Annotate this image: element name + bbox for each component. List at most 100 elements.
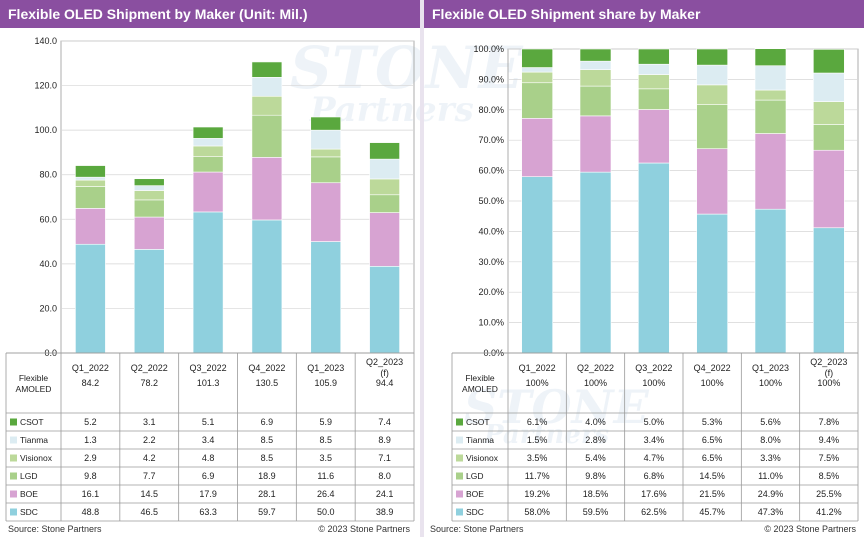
data-label-tianma: 8.0% [760, 435, 781, 445]
bar-csot [813, 49, 845, 74]
legend-label-sdc: SDC [20, 507, 38, 517]
bar-tianma [369, 158, 400, 180]
total-row-value: 78.2 [140, 378, 158, 388]
legend-swatch-csot [10, 418, 17, 426]
data-label-csot: 5.9 [319, 417, 332, 427]
data-label-csot: 6.1% [527, 417, 548, 427]
legend-label-lgd: LGD [466, 471, 483, 481]
legend-swatch-tianma [10, 436, 17, 444]
x-category-label: Q2_2023 [366, 357, 403, 367]
shipment-volume-panel: Flexible OLED Shipment by Maker (Unit: M… [0, 0, 523, 537]
legend-swatch-sdc [10, 508, 17, 516]
total-row-value: 130.5 [256, 378, 279, 388]
total-row-value: 100% [584, 378, 607, 388]
legend-swatch-lgd [456, 472, 463, 480]
legend-label-boe: BOE [20, 489, 38, 499]
y-tick-label: 20.0% [478, 287, 504, 297]
total-row-value: 105.9 [314, 378, 337, 388]
data-label-tianma: 8.9 [378, 435, 391, 445]
x-category-label: Q4_2022 [694, 363, 731, 373]
bar-boe [133, 216, 165, 250]
bar-tianma [75, 176, 106, 181]
bar-tianma [310, 129, 342, 150]
bar-lgd [251, 114, 283, 158]
legend-swatch-sdc [456, 508, 463, 516]
bar-visionox [521, 71, 553, 84]
bar-boe [813, 149, 845, 229]
bar-visionox [192, 145, 224, 157]
data-label-lgd: 9.8% [585, 471, 606, 481]
data-label-boe: 24.9% [758, 489, 784, 499]
total-row-label: AMOLED [16, 384, 52, 394]
data-label-lgd: 11.6 [317, 471, 334, 481]
data-label-visionox: 3.5% [527, 453, 548, 463]
bar-sdc [75, 243, 106, 354]
bar-boe [251, 157, 283, 221]
source-note: Source: Stone Partners [430, 524, 524, 534]
data-label-tianma: 1.5% [527, 435, 548, 445]
bar-visionox [310, 148, 342, 158]
bar-boe [369, 212, 400, 267]
data-label-lgd: 6.8% [644, 471, 665, 481]
bar-lgd [696, 104, 728, 150]
data-label-boe: 17.6% [641, 489, 667, 499]
bar-lgd [133, 199, 165, 218]
legend-label-boe: BOE [466, 489, 484, 499]
x-category-label: Q3_2022 [190, 363, 227, 373]
y-tick-label: 90.0% [478, 74, 504, 84]
total-row-value: 101.3 [197, 378, 220, 388]
total-row-label: Flexible [465, 373, 495, 383]
data-label-sdc: 38.9 [376, 507, 394, 517]
total-row-value: 100% [701, 378, 724, 388]
bar-boe [696, 148, 728, 215]
bar-visionox [133, 190, 165, 201]
bar-csot [369, 142, 400, 160]
y-tick-label: 80.0 [39, 170, 57, 180]
bar-sdc [133, 249, 165, 354]
data-label-visionox: 2.9 [84, 453, 97, 463]
data-label-lgd: 11.0% [758, 471, 783, 481]
x-category-label: Q1_2022 [72, 363, 109, 373]
bar-sdc [192, 211, 224, 354]
bar-csot [521, 48, 553, 68]
data-label-csot: 5.3% [702, 417, 723, 427]
bar-csot [579, 48, 612, 62]
y-tick-label: 70.0% [478, 135, 504, 145]
bar-tianma [251, 77, 283, 97]
bar-tianma [754, 65, 787, 91]
legend-swatch-boe [10, 490, 17, 498]
x-category-label: (f) [825, 368, 834, 378]
x-category-label: Q1_2022 [519, 363, 556, 373]
bar-boe [75, 208, 106, 245]
data-label-tianma: 8.5 [319, 435, 332, 445]
bar-sdc [521, 176, 553, 354]
data-label-csot: 5.2 [84, 417, 97, 427]
data-label-tianma: 9.4% [819, 435, 840, 445]
data-label-csot: 7.4 [378, 417, 391, 427]
bar-visionox [813, 101, 845, 125]
data-label-csot: 5.1 [202, 417, 215, 427]
bar-csot [310, 116, 342, 131]
bar-lgd [192, 156, 224, 173]
data-label-lgd: 14.5% [699, 471, 725, 481]
y-tick-label: 40.0 [39, 259, 57, 269]
data-label-lgd: 8.0 [378, 471, 391, 481]
x-category-label: Q2_2022 [577, 363, 614, 373]
shipment-volume-chart: 0.020.040.060.080.0100.0120.0140.0Q1_202… [5, 36, 415, 522]
data-label-csot: 6.9 [261, 417, 274, 427]
bar-tianma [133, 185, 165, 191]
shipment-volume-title: Flexible OLED Shipment by Maker (Unit: M… [8, 6, 308, 22]
legend-label-tianma: Tianma [20, 435, 48, 445]
data-label-sdc: 47.3% [758, 507, 784, 517]
legend-swatch-visionox [10, 454, 17, 462]
bar-visionox [579, 69, 612, 87]
bar-sdc [310, 241, 342, 354]
data-label-boe: 24.1 [376, 489, 394, 499]
data-label-lgd: 7.7 [143, 471, 156, 481]
y-tick-label: 10.0% [478, 318, 504, 328]
bar-visionox [754, 89, 787, 101]
data-label-lgd: 6.9 [202, 471, 215, 481]
data-label-csot: 3.1 [143, 417, 156, 427]
data-label-visionox: 8.5 [261, 453, 274, 463]
data-label-csot: 5.0% [644, 417, 665, 427]
